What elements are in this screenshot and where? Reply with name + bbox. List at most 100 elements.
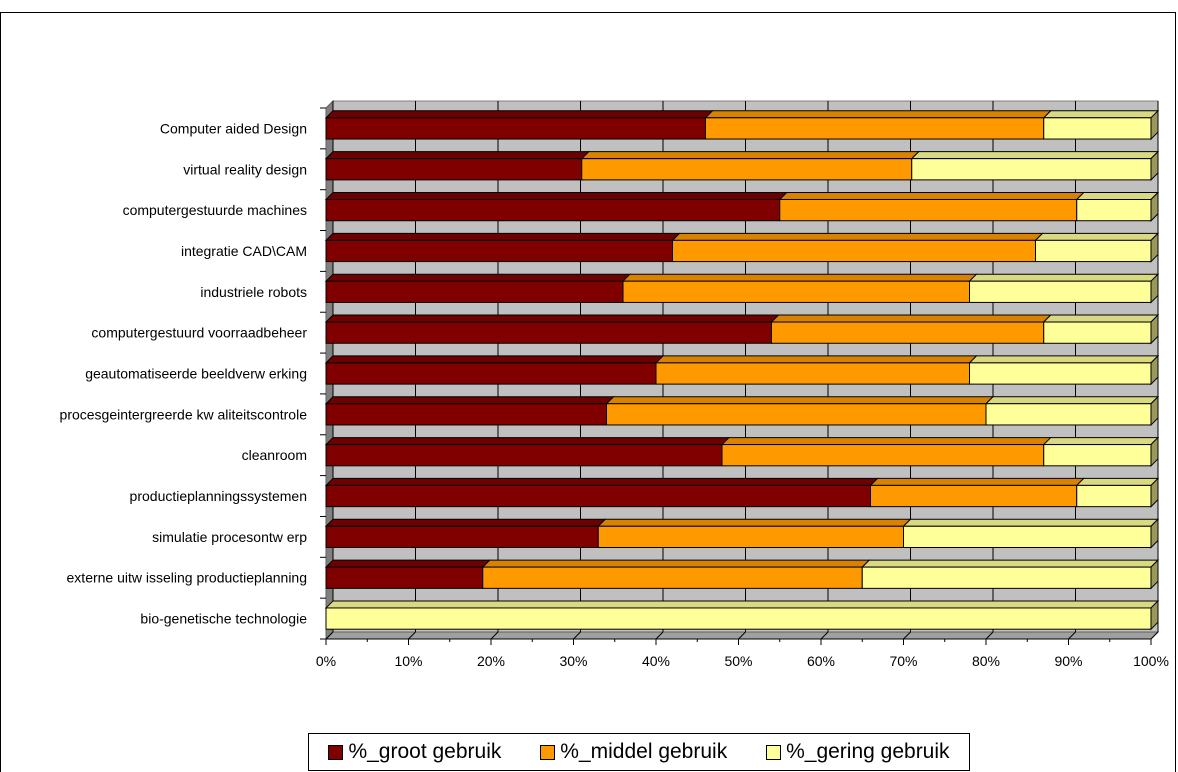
bar-top-face [968, 273, 1160, 282]
bar-segment [1043, 117, 1152, 140]
bar-side-face [1150, 395, 1159, 427]
bar-top-face [324, 600, 1160, 609]
bar-top-face [324, 314, 780, 323]
category-label: cleanroom [242, 447, 307, 463]
legend-swatch-gering [766, 744, 782, 760]
bar-top-face [861, 559, 1160, 568]
bar-top-face [869, 477, 1085, 486]
bar-segment [325, 198, 781, 222]
legend-swatch-groot [328, 744, 344, 760]
bar-segment [325, 362, 657, 385]
bar-segment [325, 239, 673, 263]
legend-item-gering: %_gering gebruik [766, 740, 950, 764]
legend-item-groot: %_groot gebruik [328, 740, 501, 764]
bar-top-face [324, 191, 788, 200]
bar-top-face [902, 518, 1160, 527]
bar-top-face [324, 477, 879, 486]
bar-top-face [1075, 477, 1160, 486]
bar-top-face [324, 151, 590, 160]
bar-segment [861, 566, 1152, 589]
bar-segment [325, 607, 1152, 630]
bar-segment [655, 362, 970, 385]
bar-segment [325, 321, 772, 344]
bar-segment [903, 525, 1152, 549]
bar-segment [721, 444, 1045, 467]
bar-side-face [1150, 436, 1159, 468]
bar-top-face [778, 191, 1085, 200]
bar-segment [1076, 198, 1152, 222]
bar-top-face [720, 437, 1052, 446]
bar-segment [911, 158, 1152, 181]
bar-top-face [1034, 232, 1160, 241]
bar-top-face [324, 355, 665, 364]
bar-side-face [1150, 354, 1159, 386]
category-label: industriele robots [200, 284, 307, 300]
legend-swatch-middel [540, 744, 556, 760]
bar-side-face [1150, 150, 1159, 182]
bar-top-face [324, 110, 714, 119]
bar-side-face [1150, 191, 1159, 222]
bar-segment [325, 484, 871, 508]
bar-segment [325, 525, 599, 549]
bar-segment [969, 280, 1152, 303]
category-label: computergestuurde machines [123, 202, 307, 218]
gridline-floor [903, 631, 911, 640]
category-label: bio-genetische technologie [140, 611, 307, 627]
bar-top-face [1042, 110, 1160, 119]
category-label: Computer aided Design [160, 120, 307, 136]
bar-top-face [910, 151, 1160, 160]
category-label: simulatie procesontw erp [152, 529, 307, 545]
legend: %_groot gebruik %_middel gebruik %_gerin… [308, 733, 970, 771]
gridline-floor [985, 631, 994, 640]
legend-label-middel: %_middel gebruik [560, 740, 728, 763]
bar-segment [606, 403, 987, 426]
bar-top-face [671, 232, 1044, 241]
bar-top-face [621, 273, 978, 282]
bar-segment [1043, 444, 1152, 467]
legend-label-gering: %_gering gebruik [786, 740, 950, 763]
gridline-floor [738, 631, 746, 640]
gridline-floor [325, 631, 334, 640]
category-label: productieplanningssystemen [130, 488, 307, 504]
chart-frame [0, 12, 1176, 772]
gridline-floor [655, 631, 664, 640]
bar-top-face [324, 232, 681, 241]
x-tick-label: 80% [972, 653, 1000, 669]
bar-segment [779, 198, 1078, 222]
category-label: externe uitw isseling productieplanning [67, 570, 307, 586]
bar-segment [1035, 239, 1152, 263]
bar-side-face [1150, 518, 1159, 549]
bar-top-face [324, 437, 731, 446]
bar-segment [771, 321, 1045, 344]
bar-top-face [481, 559, 871, 568]
x-tick-label: 90% [1054, 653, 1082, 669]
category-label: virtual reality design [183, 161, 307, 177]
x-tick-label: 70% [889, 653, 917, 669]
bar-segment [622, 280, 970, 303]
gridline-floor [490, 631, 499, 640]
bar-segment [672, 239, 1036, 263]
bar-side-face [1150, 272, 1159, 304]
category-label: geautomatiseerde beeldverw erking [85, 366, 307, 382]
bar-top-face [580, 151, 920, 160]
bar-top-face [704, 110, 1052, 119]
bar-side-face [1150, 558, 1159, 590]
bar-segment [870, 484, 1078, 508]
bar-segment [597, 525, 904, 549]
bar-segment [325, 444, 723, 467]
bar-top-face [324, 273, 632, 282]
bar-top-face [770, 314, 1052, 323]
bar-side-face [1150, 477, 1159, 508]
x-tick-label: 60% [807, 653, 835, 669]
bar-top-face [1075, 191, 1160, 200]
bar-segment [325, 566, 484, 589]
bar-segment [482, 566, 863, 589]
x-tick-label: 0% [316, 653, 336, 669]
x-tick-label: 20% [477, 653, 505, 669]
bar-segment [581, 158, 913, 181]
bar-side-face [1150, 109, 1159, 141]
x-tick-label: 50% [724, 653, 752, 669]
bar-segment [325, 403, 607, 426]
bar-segment [1043, 321, 1152, 344]
